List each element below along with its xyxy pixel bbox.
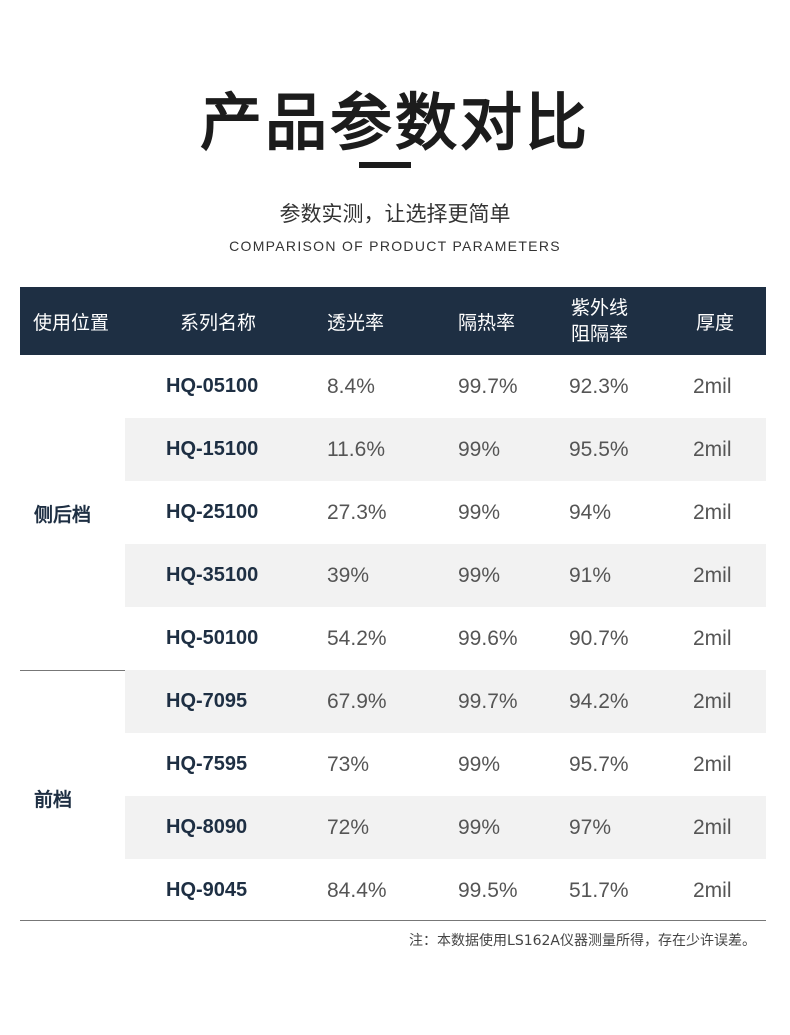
cell-vlt: 39% <box>327 563 370 587</box>
table-row: HQ-7595 73% 99% 95.7% 2mil <box>20 733 766 796</box>
header-thickness: 厚度 <box>696 311 735 334</box>
cell-vlt: 73% <box>327 752 370 776</box>
table-row: HQ-35100 39% 99% 91% 2mil <box>20 544 766 607</box>
header-uv-line1: 紫外线 <box>571 297 629 319</box>
subtitle: 参数实测，让选择更简单 <box>279 202 511 226</box>
table-row: HQ-25100 27.3% 99% 94% 2mil <box>20 481 766 544</box>
cell-thickness: 2mil <box>693 752 732 776</box>
cell-model: HQ-9045 <box>166 879 248 901</box>
table-header: 使用位置 系列名称 透光率 隔热率 紫外线 阻隔率 厚度 <box>20 287 766 355</box>
group-label: 前档 <box>34 789 73 811</box>
cell-vlt: 54.2% <box>327 626 387 650</box>
cell-heat: 99.6% <box>458 626 518 650</box>
group-label: 侧后档 <box>34 504 92 526</box>
cell-thickness: 2mil <box>693 878 732 902</box>
cell-vlt: 8.4% <box>327 374 375 398</box>
cell-uv: 95.7% <box>569 752 629 776</box>
subtitle-english: COMPARISON OF PRODUCT PARAMETERS <box>229 238 561 254</box>
cell-uv: 94% <box>569 500 612 524</box>
cell-thickness: 2mil <box>693 626 732 650</box>
table-row: HQ-05100 8.4% 99.7% 92.3% 2mil <box>20 355 766 418</box>
page-title: 产品参数对比 <box>199 86 590 159</box>
header-uv-line2: 阻隔率 <box>571 323 629 345</box>
cell-uv: 94.2% <box>569 689 629 713</box>
cell-thickness: 2mil <box>693 815 732 839</box>
group-front: 前档 HQ-7095 67.9% 99.7% 94.2% 2mil HQ-7595 73% 9… <box>20 670 766 922</box>
cell-uv: 92.3% <box>569 374 629 398</box>
cell-model: HQ-7595 <box>166 753 248 775</box>
cell-vlt: 84.4% <box>327 878 387 902</box>
table-row: HQ-7095 67.9% 99.7% 94.2% 2mil <box>20 670 766 733</box>
cell-vlt: 67.9% <box>327 689 387 713</box>
cell-model: HQ-15100 <box>166 438 259 460</box>
header-uv: 紫外线 阻隔率 <box>571 287 628 355</box>
cell-heat: 99.7% <box>458 374 518 398</box>
cell-uv: 90.7% <box>569 626 629 650</box>
cell-thickness: 2mil <box>693 437 732 461</box>
cell-model: HQ-7095 <box>166 690 248 712</box>
title-underline <box>359 162 411 168</box>
table-bottom-line <box>20 920 766 921</box>
cell-thickness: 2mil <box>693 374 732 398</box>
cell-uv: 97% <box>569 815 612 839</box>
table-row: HQ-8090 72% 99% 97% 2mil <box>20 796 766 859</box>
header-vlt: 透光率 <box>327 311 385 334</box>
cell-vlt: 27.3% <box>327 500 387 524</box>
group-rear-side: 侧后档 HQ-05100 8.4% 99.7% 92.3% 2mil HQ-15100 11… <box>20 355 766 670</box>
table-row: HQ-9045 84.4% 99.5% 51.7% 2mil <box>20 859 766 922</box>
cell-heat: 99% <box>458 500 501 524</box>
cell-model: HQ-05100 <box>166 375 259 397</box>
cell-model: HQ-25100 <box>166 501 259 523</box>
cell-uv: 95.5% <box>569 437 629 461</box>
cell-thickness: 2mil <box>693 563 732 587</box>
header-series: 系列名称 <box>180 311 257 334</box>
cell-model: HQ-35100 <box>166 564 259 586</box>
footnote: 注：本数据使用LS162A仪器测量所得，存在少许误差。 <box>409 933 756 949</box>
cell-thickness: 2mil <box>693 500 732 524</box>
table-row: HQ-50100 54.2% 99.6% 90.7% 2mil <box>20 607 766 670</box>
comparison-table: 使用位置 系列名称 透光率 隔热率 紫外线 阻隔率 厚度 侧后档 HQ-0510… <box>20 287 766 922</box>
cell-vlt: 11.6% <box>327 437 385 461</box>
cell-heat: 99% <box>458 752 501 776</box>
cell-vlt: 72% <box>327 815 370 839</box>
cell-uv: 91% <box>569 563 612 587</box>
cell-heat: 99% <box>458 815 501 839</box>
cell-heat: 99% <box>458 437 501 461</box>
cell-thickness: 2mil <box>693 689 732 713</box>
cell-model: HQ-50100 <box>166 627 259 649</box>
cell-heat: 99% <box>458 563 501 587</box>
table-row: HQ-15100 11.6% 99% 95.5% 2mil <box>20 418 766 481</box>
cell-heat: 99.5% <box>458 878 518 902</box>
cell-uv: 51.7% <box>569 878 629 902</box>
header-position: 使用位置 <box>33 311 110 334</box>
cell-model: HQ-8090 <box>166 816 248 838</box>
cell-heat: 99.7% <box>458 689 518 713</box>
header-heat: 隔热率 <box>458 311 516 334</box>
